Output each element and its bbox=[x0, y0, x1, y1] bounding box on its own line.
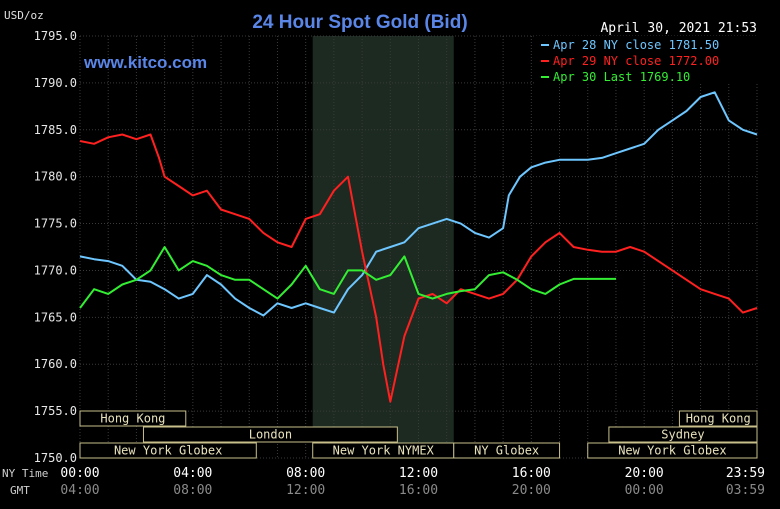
session-box bbox=[608, 426, 758, 443]
x-tick-ny: 23:59 bbox=[726, 466, 765, 481]
nymex-shaded-region bbox=[312, 36, 454, 458]
session-label: Hong Kong bbox=[100, 412, 165, 426]
series-line-2 bbox=[79, 246, 616, 309]
session-label: New York NYMEX bbox=[333, 444, 435, 458]
x-tick-gmt: 04:00 bbox=[60, 483, 99, 498]
x-tick-gmt: 03:59 bbox=[726, 483, 765, 498]
grid-lines bbox=[79, 35, 758, 459]
x-tick-ny: 12:00 bbox=[399, 466, 438, 481]
chart-title: 24 Hour Spot Gold (Bid) bbox=[252, 12, 467, 33]
x-tick-ny: 04:00 bbox=[173, 466, 212, 481]
session-box bbox=[79, 410, 187, 427]
y-tick-label: 1790.0 bbox=[34, 76, 77, 90]
session-box bbox=[587, 442, 758, 459]
nymex-shade bbox=[312, 36, 454, 458]
series-line-0 bbox=[79, 91, 758, 317]
x-axis-ticks: 00:00 04:00 04:00 08:00 08:00 12:00 12:00 16:00… bbox=[60, 466, 765, 498]
x-tick-gmt: 00:00 bbox=[625, 483, 664, 498]
session-box bbox=[142, 426, 398, 443]
session-label: NY Globex bbox=[474, 444, 539, 458]
x-tick-ny: 16:00 bbox=[512, 466, 551, 481]
legend-box bbox=[536, 36, 758, 84]
y-axis-ticks: 1795.0 1790.0 1785.0 1780.0 1775.0 1770.0 1765… bbox=[34, 29, 77, 465]
trading-sessions: Hong Kong Hong Kong London Sydney New York G… bbox=[79, 410, 758, 459]
x-tick-gmt: 12:00 bbox=[286, 483, 325, 498]
brand-url[interactable]: www.kitco.com bbox=[83, 53, 207, 72]
session-box bbox=[79, 442, 257, 459]
y-tick-label: 1775.0 bbox=[34, 217, 77, 231]
y-tick-label: 1765.0 bbox=[34, 310, 77, 324]
legend-apr30: Apr 30 Last 1769.10 bbox=[553, 70, 690, 84]
session-label: London bbox=[249, 428, 292, 442]
session-box bbox=[453, 442, 561, 459]
session-label: New York Globex bbox=[114, 444, 222, 458]
y-tick-label: 1780.0 bbox=[34, 170, 77, 184]
legend-apr29: Apr 29 NY close 1772.00 bbox=[553, 54, 719, 68]
series-layer bbox=[79, 91, 758, 403]
x-tick-ny: 08:00 bbox=[286, 466, 325, 481]
y-tick-label: 1795.0 bbox=[34, 29, 77, 43]
gmt-label: GMT bbox=[10, 484, 30, 497]
session-box bbox=[678, 410, 758, 427]
x-tick-gmt: 08:00 bbox=[173, 483, 212, 498]
unit-label: USD/oz bbox=[4, 9, 44, 22]
session-label: Hong Kong bbox=[686, 412, 751, 426]
session-label: New York Globex bbox=[618, 444, 726, 458]
nytime-label: NY Time bbox=[2, 467, 48, 480]
series-line-1 bbox=[79, 133, 758, 403]
y-tick-label: 1750.0 bbox=[34, 451, 77, 465]
y-tick-label: 1755.0 bbox=[34, 404, 77, 418]
y-tick-label: 1760.0 bbox=[34, 357, 77, 371]
legend: Apr 28 NY close 1781.50 Apr 29 NY close … bbox=[536, 36, 758, 84]
x-tick-gmt: 20:00 bbox=[512, 483, 551, 498]
session-label: Sydney bbox=[661, 428, 704, 442]
y-tick-label: 1785.0 bbox=[34, 123, 77, 137]
timestamp: April 30, 2021 21:53 bbox=[600, 21, 757, 36]
y-tick-label: 1770.0 bbox=[34, 263, 77, 277]
x-tick-gmt: 16:00 bbox=[399, 483, 438, 498]
x-tick-ny: 00:00 bbox=[60, 466, 99, 481]
legend-apr28: Apr 28 NY close 1781.50 bbox=[553, 38, 719, 52]
x-tick-ny: 20:00 bbox=[625, 466, 664, 481]
